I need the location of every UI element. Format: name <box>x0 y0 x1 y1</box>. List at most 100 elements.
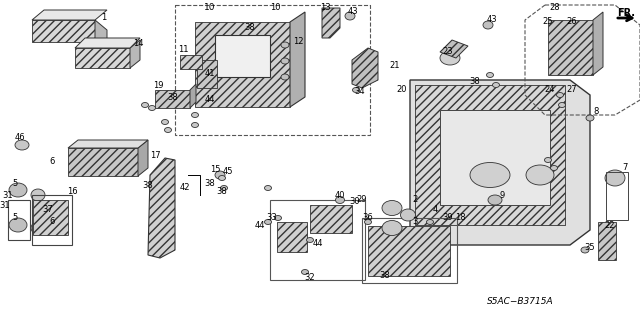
Bar <box>270 200 365 280</box>
Bar <box>197 60 217 88</box>
Ellipse shape <box>281 74 289 80</box>
Ellipse shape <box>161 120 168 124</box>
Text: 38: 38 <box>380 271 390 279</box>
Ellipse shape <box>426 219 433 225</box>
Polygon shape <box>95 20 107 50</box>
Polygon shape <box>32 10 107 20</box>
Ellipse shape <box>281 42 289 48</box>
Bar <box>415 85 565 225</box>
Ellipse shape <box>215 171 225 179</box>
Bar <box>195 22 290 107</box>
Ellipse shape <box>586 115 594 121</box>
Text: 38: 38 <box>244 24 255 33</box>
Text: 33: 33 <box>267 213 277 222</box>
Text: 17: 17 <box>150 151 160 160</box>
Text: S5AC−B3715A: S5AC−B3715A <box>486 298 554 307</box>
Text: 15: 15 <box>210 166 220 174</box>
Polygon shape <box>68 140 148 148</box>
Bar <box>368 226 450 276</box>
Ellipse shape <box>488 195 502 205</box>
Text: 32: 32 <box>305 272 316 281</box>
Ellipse shape <box>557 93 563 98</box>
Polygon shape <box>322 8 340 38</box>
Bar <box>175 5 370 135</box>
Text: 27: 27 <box>566 85 577 94</box>
Bar <box>548 20 593 75</box>
Text: 35: 35 <box>585 243 595 253</box>
Text: 14: 14 <box>132 39 143 48</box>
Text: 42: 42 <box>180 183 190 192</box>
Text: 10: 10 <box>269 4 280 12</box>
Text: 28: 28 <box>550 4 560 12</box>
Text: 22: 22 <box>605 220 615 229</box>
Text: 39: 39 <box>443 213 453 222</box>
Bar <box>606 172 628 220</box>
Text: 18: 18 <box>454 213 465 222</box>
Ellipse shape <box>550 166 557 170</box>
Ellipse shape <box>9 183 27 197</box>
Ellipse shape <box>307 238 314 242</box>
Ellipse shape <box>141 102 148 108</box>
Ellipse shape <box>353 87 360 93</box>
Text: 29: 29 <box>356 196 367 204</box>
Bar <box>277 222 307 252</box>
Bar <box>8 200 30 240</box>
Bar <box>32 20 95 42</box>
Text: 41: 41 <box>205 69 215 78</box>
Text: 6: 6 <box>49 158 54 167</box>
Text: 4: 4 <box>433 205 438 214</box>
Ellipse shape <box>345 12 355 20</box>
Text: 46: 46 <box>15 133 26 143</box>
Polygon shape <box>290 12 305 107</box>
Text: 6: 6 <box>49 218 54 226</box>
Ellipse shape <box>264 186 271 190</box>
Ellipse shape <box>401 209 415 221</box>
Text: 21: 21 <box>390 61 400 70</box>
Text: 31: 31 <box>3 190 13 199</box>
Text: 16: 16 <box>67 188 77 197</box>
Ellipse shape <box>301 270 308 275</box>
Text: 10: 10 <box>204 4 216 12</box>
Text: 11: 11 <box>178 44 188 54</box>
Ellipse shape <box>605 170 625 186</box>
Text: 5: 5 <box>12 179 18 188</box>
Text: 3: 3 <box>412 218 418 226</box>
Polygon shape <box>138 140 148 176</box>
Polygon shape <box>148 158 175 258</box>
Ellipse shape <box>148 106 156 110</box>
Bar <box>598 222 616 260</box>
Text: 25: 25 <box>543 18 553 26</box>
Text: FR.: FR. <box>617 8 635 18</box>
Bar <box>155 90 190 108</box>
Ellipse shape <box>191 122 198 128</box>
Text: 37: 37 <box>43 205 53 214</box>
Ellipse shape <box>15 140 29 150</box>
Ellipse shape <box>382 220 402 235</box>
Text: 38: 38 <box>205 179 216 188</box>
Ellipse shape <box>581 247 589 253</box>
Ellipse shape <box>440 51 460 65</box>
Text: 24: 24 <box>545 85 556 94</box>
Text: 38: 38 <box>216 188 227 197</box>
Ellipse shape <box>218 175 225 181</box>
Text: 44: 44 <box>255 220 265 229</box>
Ellipse shape <box>382 201 402 216</box>
Text: 26: 26 <box>566 18 577 26</box>
Bar <box>362 218 457 283</box>
Bar <box>33 200 68 235</box>
Text: 13: 13 <box>320 4 330 12</box>
Text: 38: 38 <box>168 93 179 102</box>
Bar <box>310 205 352 233</box>
Ellipse shape <box>275 216 282 220</box>
Ellipse shape <box>281 58 289 64</box>
Ellipse shape <box>164 128 172 132</box>
Text: 19: 19 <box>153 81 163 91</box>
Text: 44: 44 <box>313 239 323 248</box>
Text: 40: 40 <box>335 190 345 199</box>
Ellipse shape <box>191 113 198 117</box>
Bar <box>32 195 72 245</box>
Ellipse shape <box>365 219 371 225</box>
Ellipse shape <box>31 222 45 234</box>
Text: 44: 44 <box>205 95 215 105</box>
Ellipse shape <box>483 21 493 29</box>
